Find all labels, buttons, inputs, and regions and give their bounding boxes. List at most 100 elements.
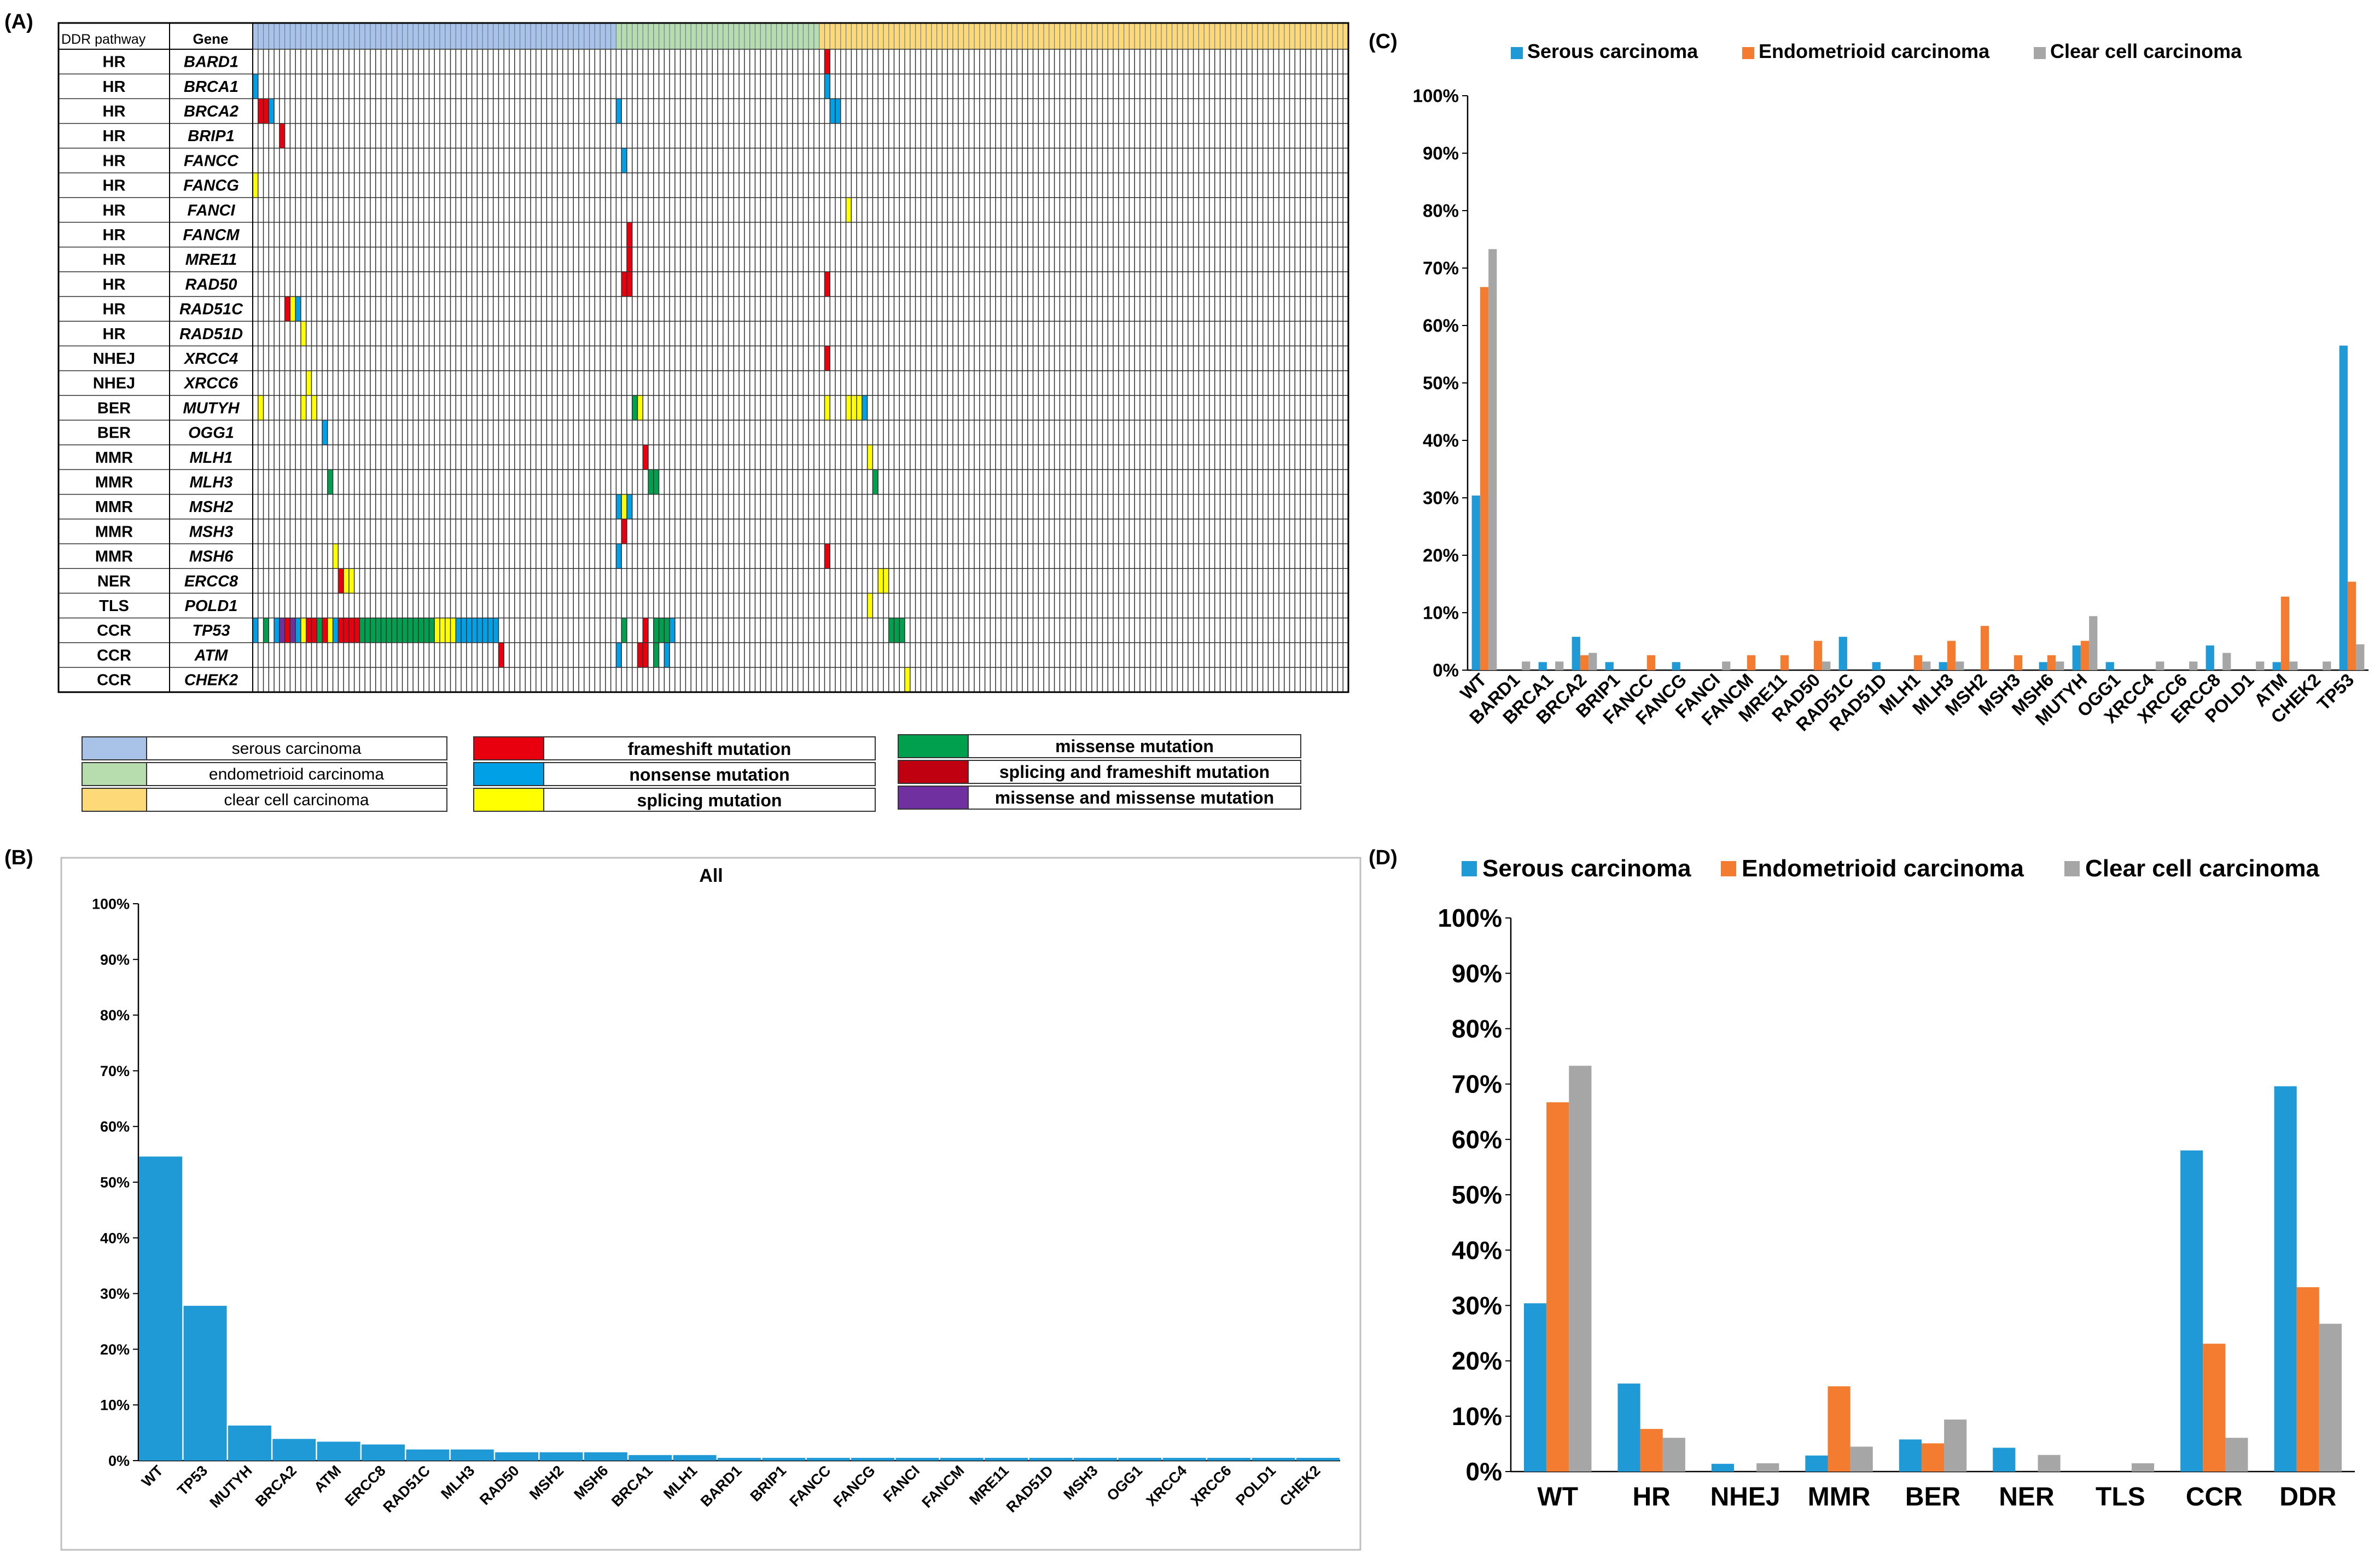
legend-label-frameshift: frameshift mutation xyxy=(628,739,792,759)
bar-mlh3-0 xyxy=(1939,662,1947,670)
bar-msh6-0 xyxy=(584,1452,627,1461)
row-pathway-rad50: HR xyxy=(103,276,126,293)
row-gene-msh3: MSH3 xyxy=(189,523,234,540)
mutation-cell xyxy=(632,395,638,420)
bar-rad50-0 xyxy=(495,1452,539,1461)
mutation-cell xyxy=(365,618,370,643)
bar-atm-2 xyxy=(2289,661,2298,670)
bar-brca2-2 xyxy=(1588,653,1597,670)
bar-msh2-0 xyxy=(539,1452,583,1461)
chart-c: 0%10%20%30%40%50%60%70%80%90%100%WTBARD1… xyxy=(1413,86,2369,735)
mutation-cell xyxy=(327,618,333,643)
bar-xrcc4-0 xyxy=(1162,1457,1206,1461)
bar-hr-2 xyxy=(1662,1438,1685,1472)
y-tick-label: 30% xyxy=(1423,488,1459,508)
y-tick-label: 0% xyxy=(108,1452,130,1469)
bar-ercc8-0 xyxy=(2206,645,2214,670)
bar-mlh3-2 xyxy=(1956,661,1964,670)
mutation-cell xyxy=(653,642,659,667)
row-gene-fancg: FANCG xyxy=(183,177,239,195)
row-gene-fancc: FANCC xyxy=(184,152,239,170)
mutation-cell xyxy=(643,618,649,643)
mutation-cell xyxy=(392,618,397,643)
mutation-cell xyxy=(423,618,429,643)
legend-swatch-frameshift xyxy=(473,736,544,760)
bar-tp53-0 xyxy=(2339,345,2348,670)
chart-d: 0% 10% 20% 30% 40% 50% 60% 70% 80% 90% 100% WT HR NHE… xyxy=(1438,904,2355,1512)
legend-swatch-missense xyxy=(898,734,969,758)
mutation-cell xyxy=(461,618,467,643)
mutation-cell xyxy=(824,49,830,74)
row-pathway-ercc8: NER xyxy=(97,573,131,590)
bar-bard1-2 xyxy=(1522,661,1531,670)
bar-ccr-0 xyxy=(2180,1150,2203,1472)
mutation-cell xyxy=(333,544,339,569)
mutation-cell xyxy=(664,618,670,643)
y-tick-label: 20% xyxy=(1423,545,1459,566)
mutation-cell xyxy=(621,519,627,544)
mutation-cell xyxy=(279,123,285,148)
legend-box-serous xyxy=(146,736,447,760)
legend-box-clear-cell xyxy=(146,788,447,812)
chart-c-legend: Serous carcinoma Endometrioid carcinoma … xyxy=(1511,40,2242,62)
mutation-cell xyxy=(899,618,905,643)
y-tick-label: 50% xyxy=(100,1174,130,1190)
bar-msh6-2 xyxy=(2056,661,2064,670)
mutation-cell xyxy=(429,618,435,643)
header-pathway: DDR pathway xyxy=(61,32,146,47)
bar-ber-2 xyxy=(1944,1419,1967,1472)
y-tick-label: 40% xyxy=(100,1230,130,1246)
y-tick-label: 90% xyxy=(1423,143,1459,164)
row-pathway-mutyh: BER xyxy=(97,399,131,417)
bar-mre11-0 xyxy=(985,1457,1028,1461)
mutation-cell xyxy=(477,618,483,643)
mutation-cell xyxy=(450,618,456,643)
legend-d-endometrioid: Endometrioid carcinoma xyxy=(1742,855,2024,882)
mutation-cell xyxy=(472,618,478,643)
bar-tp53-0 xyxy=(183,1306,227,1461)
row-gene-rad51c: RAD51C xyxy=(179,301,243,318)
mutation-cell xyxy=(616,642,622,667)
mutation-cell xyxy=(466,618,472,643)
mutation-cell xyxy=(653,469,659,495)
y-tick-label: 100% xyxy=(92,896,130,912)
bar-mmr-1 xyxy=(1828,1386,1851,1472)
mutation-cell xyxy=(835,98,841,124)
y-tick-label: 0% xyxy=(1466,1457,1502,1486)
bar-brca1-0 xyxy=(629,1455,672,1461)
row-gene-fancm: FANCM xyxy=(183,226,240,244)
legend-c-swatch-serous xyxy=(1511,47,1523,59)
legend-swatch-endometrioid xyxy=(82,762,147,786)
bar-hr-1 xyxy=(1640,1429,1663,1472)
mutation-cell xyxy=(434,618,440,643)
mutation-cell xyxy=(338,618,344,643)
oncoprint-border xyxy=(57,22,1349,693)
bar-ogg1-0 xyxy=(1118,1457,1162,1461)
legend-d-serous: Serous carcinoma xyxy=(1482,855,1691,882)
mutation-cell xyxy=(621,271,627,297)
mutation-cell xyxy=(643,445,649,470)
bar-rad50-2 xyxy=(1822,661,1831,670)
bar-mlh1-2 xyxy=(1922,661,1931,670)
legend-box-splicing xyxy=(543,788,876,812)
y-tick-label: 80% xyxy=(1452,1015,1502,1043)
mutation-cell xyxy=(867,593,873,618)
bar-ber-1 xyxy=(1921,1443,1945,1472)
mutation-cell xyxy=(413,618,418,643)
row-pathway-bard1: HR xyxy=(103,54,126,71)
row-pathway-chek2: CCR xyxy=(97,672,131,689)
mutation-cell xyxy=(482,618,488,643)
row-pathway-msh3: MMR xyxy=(95,523,133,540)
row-pathway-pold1: TLS xyxy=(99,597,129,615)
mutation-cell xyxy=(878,568,883,594)
mutation-cell xyxy=(888,618,894,643)
row-gene-chek2: CHEK2 xyxy=(184,672,238,689)
row-pathway-brca1: HR xyxy=(103,78,126,96)
mutation-cell xyxy=(381,618,387,643)
bar-atm-1 xyxy=(2280,596,2290,670)
mutation-cell xyxy=(626,494,632,519)
y-tick-label: 30% xyxy=(100,1286,130,1302)
bar-wt-0 xyxy=(139,1156,183,1461)
bar-xrcc6-2 xyxy=(2189,661,2198,670)
panel-b-frame xyxy=(60,857,1361,1551)
